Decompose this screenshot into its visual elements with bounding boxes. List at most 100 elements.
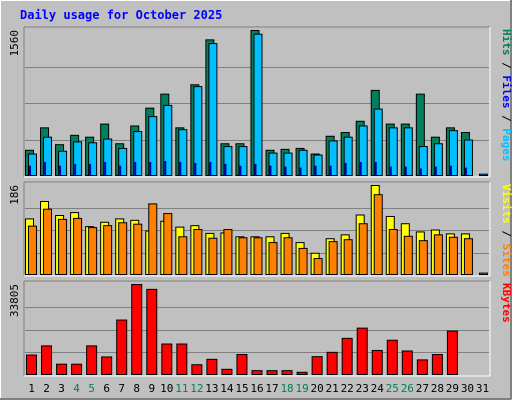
kbytes-bar-1	[26, 354, 37, 375]
files-bar-8	[133, 131, 143, 176]
sites-bar-21	[328, 241, 338, 275]
kbytes-bar-10	[161, 343, 173, 376]
files-bar-3	[58, 150, 68, 177]
sites-bar-29	[448, 236, 458, 276]
sites-bar-26	[403, 235, 413, 276]
pages-bar-27	[419, 168, 422, 176]
files-bar-4	[73, 141, 83, 176]
pages-bar-30	[464, 167, 467, 176]
pages-bar-19	[299, 167, 302, 176]
pages-bar-17	[269, 165, 272, 176]
sites-bar-13	[208, 237, 218, 275]
files-bar-25	[388, 127, 398, 177]
kbytes-bar-27	[416, 359, 428, 376]
pages-bar-14	[224, 163, 227, 176]
pages-bar-29	[449, 165, 452, 176]
files-bar-2	[43, 136, 53, 176]
chart-panels: 1560 Hits / Files / Pages 186 Visits / Site…	[8, 26, 512, 377]
day-label-24: 24	[371, 382, 385, 395]
kbytes-bar-25	[386, 339, 398, 376]
day-label-11: 11	[175, 382, 188, 395]
ymax-label-visits_sites: 186	[8, 185, 21, 205]
day-label-23: 23	[356, 382, 369, 395]
sites-bar-18	[283, 237, 293, 276]
kbytes-bar-6	[101, 356, 113, 375]
day-label-15: 15	[235, 382, 248, 395]
legend-text-hits_files_pages: Hits / Files / Pages	[500, 29, 512, 162]
kbytes-bar-18	[281, 370, 293, 376]
sites-bar-2	[43, 208, 53, 275]
day-label-18: 18	[280, 382, 293, 395]
pages-bar-28	[434, 166, 437, 176]
sites-bar-12	[193, 229, 203, 275]
kbytes-bar-17	[266, 370, 278, 376]
kbytes-bar-26	[401, 350, 413, 376]
sites-bar-16	[253, 237, 263, 276]
kbytes-bar-20	[311, 356, 323, 376]
kbytes-bar-11	[176, 343, 188, 376]
sites-bar-31	[478, 272, 488, 276]
files-bar-18	[283, 152, 293, 177]
pages-bar-24	[374, 161, 377, 176]
day-label-10: 10	[160, 382, 173, 395]
legend-item-pages: Pages	[500, 128, 512, 161]
day-label-31: 31	[476, 382, 489, 395]
legend-text-visits_sites: Visits / Sites	[500, 184, 512, 277]
panel-hits_files_pages: 1560 Hits / Files / Pages	[8, 26, 512, 178]
legend-separator: /	[500, 224, 512, 244]
day-label-4: 4	[73, 382, 80, 395]
sites-bar-3	[58, 218, 68, 276]
files-bar-6	[103, 138, 113, 176]
kbytes-bar-4	[71, 363, 83, 375]
pages-bar-13	[209, 161, 212, 176]
files-bar-22	[343, 136, 353, 176]
kbytes-bar-13	[206, 358, 218, 375]
kbytes-bar-14	[221, 368, 233, 375]
day-label-5: 5	[88, 382, 95, 395]
day-label-7: 7	[118, 382, 125, 395]
pages-bar-10	[164, 161, 167, 176]
pages-bar-6	[104, 161, 107, 176]
kbytes-bar-28	[431, 354, 443, 376]
kbytes-bar-7	[116, 319, 128, 375]
sites-bar-24	[373, 194, 383, 275]
sites-bar-4	[73, 217, 83, 276]
legend-separator: /	[500, 109, 512, 129]
pages-bar-8	[134, 161, 137, 176]
files-bar-24	[373, 108, 383, 176]
legend-item-files: Files	[500, 75, 512, 108]
pages-bar-5	[89, 163, 92, 176]
kbytes-bar-2	[41, 345, 53, 376]
pages-bar-16	[254, 163, 257, 176]
files-bar-19	[298, 149, 308, 177]
files-bar-9	[148, 116, 158, 176]
kbytes-bar-15	[236, 354, 248, 376]
sites-bar-8	[133, 223, 143, 275]
sites-bar-5	[88, 227, 98, 275]
pages-bar-23	[359, 161, 362, 176]
pages-bar-18	[284, 166, 287, 176]
day-label-21: 21	[326, 382, 339, 395]
ymax-label-hits_files_pages: 1560	[8, 30, 21, 57]
pages-bar-20	[314, 165, 317, 176]
files-bar-20	[313, 154, 323, 177]
day-label-3: 3	[58, 382, 65, 395]
kbytes-bar-19	[296, 371, 308, 376]
day-label-28: 28	[431, 382, 444, 395]
day-label-26: 26	[401, 382, 414, 395]
sites-bar-1	[28, 225, 37, 275]
day-label-12: 12	[190, 382, 203, 395]
pages-bar-3	[59, 165, 62, 176]
sites-bar-9	[148, 203, 158, 275]
kbytes-bar-16	[251, 370, 263, 376]
legend-item-visits: Visits	[500, 184, 512, 224]
files-bar-28	[433, 143, 443, 177]
ymax-label-kbytes: 33805	[8, 284, 21, 317]
day-label-17: 17	[265, 382, 278, 395]
sites-bar-30	[463, 238, 473, 275]
legend-item-sites: Sites	[500, 244, 512, 277]
legend-separator: /	[500, 56, 512, 76]
files-bar-11	[178, 129, 188, 176]
